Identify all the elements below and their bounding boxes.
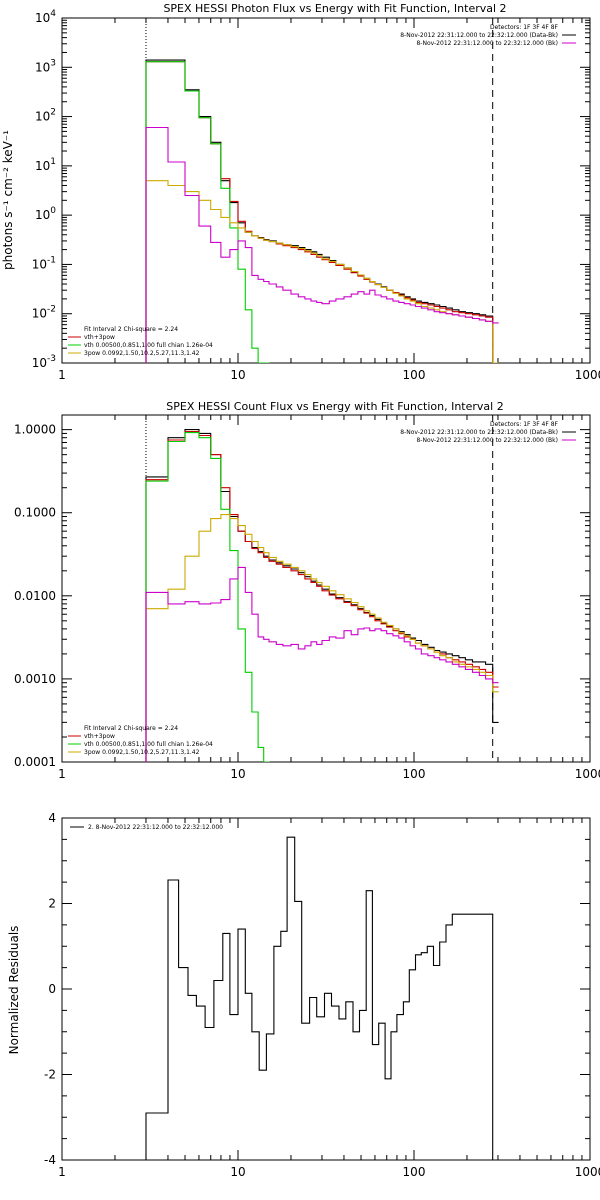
residuals-panel: Normalized Residuals 1 10 100 1000 -4 -2 0 2 4 2.… — [7, 811, 600, 1179]
legend-label: 3pow 0.0992,1.50,10.2,5.27,11.3,1.42 — [84, 350, 200, 357]
y-tick-label: 10-3 — [32, 354, 56, 370]
x-tick-label: 1 — [58, 368, 66, 382]
chart-title: SPEX HESSI Photon Flux vs Energy with Fi… — [163, 2, 506, 15]
plot-frame — [61, 17, 591, 364]
y-tick-label: 104 — [35, 9, 56, 25]
series-line — [145, 429, 499, 762]
y-axis-label: photons s⁻¹ cm⁻² keV⁻¹ — [1, 130, 15, 270]
plot-layer: 1 10 100 1000 10-3 10-2 10-1 100 101 102 103 104 Det… — [32, 9, 600, 382]
y-tick-label: 102 — [35, 108, 56, 124]
legend-label: 8-Nov-2012 22:31:12.000 to 22:32:12.000 … — [400, 32, 558, 39]
y-tick-label: 4 — [48, 811, 56, 825]
y-tick-label: 10-2 — [32, 305, 56, 321]
y-tick-label: 100 — [35, 206, 56, 222]
x-tick-label: 100 — [403, 368, 426, 382]
series-line — [145, 836, 499, 1160]
y-axis-label: Normalized Residuals — [7, 926, 21, 1055]
plot-frame — [61, 817, 591, 1161]
y-tick-label: -2 — [44, 1068, 56, 1082]
legend-label: vth 0.00500,0.851,1.00 full chian 1.26e-… — [84, 342, 213, 349]
x-tick-label: 100 — [403, 767, 426, 781]
y-tick-label: 2 — [48, 897, 56, 911]
x-tick-label: 1000 — [575, 368, 600, 382]
y-tick-label: 103 — [35, 58, 56, 74]
series-line — [145, 126, 499, 363]
count-flux-panel: SPEX HESSI Count Flux vs Energy with Fit… — [14, 400, 600, 781]
x-tick-label: 100 — [403, 1165, 426, 1179]
legend-label: 8-Nov-2012 22:31:12.000 to 22:32:12.000 … — [416, 437, 558, 444]
legend-label: vth+3pow — [84, 733, 115, 740]
legend-label: 8-Nov-2012 22:31:12.000 to 22:32:12.000 … — [400, 429, 558, 436]
plot-layer: 1 10 100 1000 0.0001 0.0010 0.0100 0.1000 1.0000… — [14, 415, 600, 781]
plot-frame — [61, 414, 591, 763]
y-tick-label: 10-1 — [32, 255, 56, 271]
x-tick-label: 1000 — [575, 1165, 600, 1179]
chart-title: SPEX HESSI Count Flux vs Energy with Fit… — [166, 400, 503, 413]
series-line — [145, 430, 499, 762]
legend-label: 2. 8-Nov-2012 22:31:12.000 to 22:32:12.0… — [88, 824, 223, 831]
legend-label: Fit Interval 2 Chi-square = 2.24 — [84, 326, 178, 333]
y-tick-label: 0 — [48, 982, 56, 996]
y-tick-label: 0.0010 — [14, 672, 56, 686]
series-line — [145, 514, 499, 762]
y-tick-label: 0.0100 — [14, 589, 56, 603]
legend-label: 3pow 0.0992,1.50,10.2,5.27,11.3,1.42 — [84, 749, 200, 756]
legend-label: vth 0.00500,0.851,1.00 full chian 1.26e-… — [84, 741, 213, 748]
x-tick-label: 10 — [230, 368, 245, 382]
y-tick-label: 0.1000 — [14, 506, 56, 520]
y-tick-label: -4 — [44, 1153, 56, 1167]
series-line — [145, 180, 499, 363]
x-tick-label: 1 — [58, 1165, 66, 1179]
legend-label: Detectors: 1F 3F 4F 8F — [490, 421, 559, 428]
legend-label: 8-Nov-2012 22:31:12.000 to 22:32:12.000 … — [416, 40, 558, 47]
legend-label: vth+3pow — [84, 334, 115, 341]
photon-flux-panel: SPEX HESSI Photon Flux vs Energy with Fi… — [1, 2, 600, 382]
y-tick-label: 0.0001 — [14, 755, 56, 769]
x-tick-label: 10 — [230, 1165, 245, 1179]
x-tick-label: 1000 — [575, 767, 600, 781]
x-tick-label: 10 — [230, 767, 245, 781]
y-tick-label: 101 — [35, 157, 56, 173]
plot-layer: 1 10 100 1000 -4 -2 0 2 4 2. 8-Nov-2012 22:31:12.… — [44, 811, 600, 1179]
series-line — [145, 432, 270, 762]
legend-label: Detectors: 1F 3F 4F 8F — [490, 24, 559, 31]
series-line — [145, 61, 270, 363]
y-tick-label: 1.0000 — [14, 423, 56, 437]
legend-label: Fit Interval 2 Chi-square = 2.24 — [84, 725, 178, 732]
series-line — [145, 566, 499, 762]
x-tick-label: 1 — [58, 767, 66, 781]
